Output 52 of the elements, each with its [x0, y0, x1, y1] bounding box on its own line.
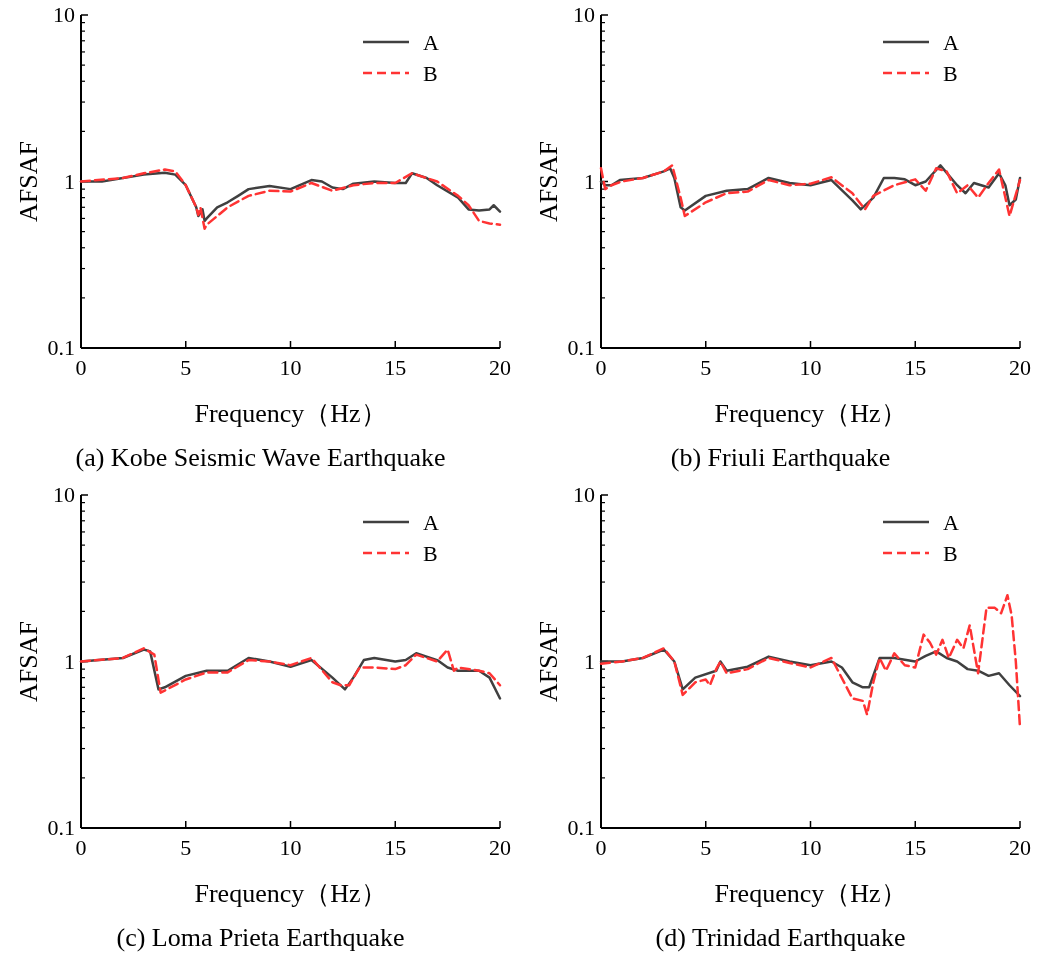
x-tick-label: 0	[595, 835, 607, 860]
legend-label: B	[423, 541, 438, 566]
y-tick-label: 0.1	[567, 815, 595, 840]
y-axis-title: AFSAF	[14, 141, 43, 222]
legend-label: A	[423, 30, 439, 55]
y-axis-title: AFSAF	[14, 621, 43, 702]
x-tick-label: 5	[700, 355, 712, 380]
legend-label: A	[423, 510, 439, 535]
x-tick-label: 10	[279, 835, 302, 860]
x-tick-label: 15	[384, 355, 407, 380]
x-tick-label: 20	[489, 835, 511, 860]
y-tick-label: 0.1	[47, 815, 75, 840]
y-tick-label: 10	[573, 2, 595, 27]
text: (b) Friuli Earthquake	[670, 443, 891, 472]
y-tick-label: 1	[584, 168, 595, 194]
legend-label: A	[943, 510, 959, 535]
y-tick-label: 10	[573, 482, 595, 507]
x-axis-title: Frequency（Hz）	[194, 399, 387, 428]
legend-label: A	[943, 30, 959, 55]
x-axis-title: Frequency（Hz）	[714, 399, 907, 428]
text: (a) Kobe Seismic Wave Earthquake	[75, 443, 446, 472]
x-tick-label: 5	[700, 835, 712, 860]
x-tick-label: 5	[180, 835, 192, 860]
x-tick-label: 10	[799, 835, 822, 860]
x-tick-label: 20	[1009, 355, 1031, 380]
x-tick-label: 15	[904, 835, 927, 860]
x-tick-label: 15	[384, 835, 407, 860]
y-tick-label: 1	[584, 648, 595, 674]
x-tick-label: 10	[799, 355, 822, 380]
x-tick-label: 20	[1009, 835, 1031, 860]
x-tick-label: 5	[180, 355, 192, 380]
y-tick-label: 0.1	[567, 335, 595, 360]
legend-label: B	[943, 541, 958, 566]
x-tick-label: 0	[75, 355, 87, 380]
y-tick-label: 10	[53, 2, 75, 27]
x-tick-label: 0	[595, 355, 607, 380]
x-tick-label: 0	[75, 835, 87, 860]
legend-label: B	[423, 61, 438, 86]
y-tick-label: 1	[64, 648, 75, 674]
y-axis-title: AFSAF	[534, 621, 563, 702]
text: (d) Trinidad Earthquake	[655, 923, 906, 952]
x-axis-title: Frequency（Hz）	[714, 879, 907, 908]
x-tick-label: 20	[489, 355, 511, 380]
y-tick-label: 0.1	[47, 335, 75, 360]
x-tick-label: 10	[279, 355, 302, 380]
x-axis-title: Frequency（Hz）	[194, 879, 387, 908]
legend-label: B	[943, 61, 958, 86]
y-axis-title: AFSAF	[534, 141, 563, 222]
y-tick-label: 10	[53, 482, 75, 507]
y-tick-label: 1	[64, 168, 75, 194]
x-tick-label: 15	[904, 355, 927, 380]
text: (c) Loma Prieta Earthquake	[116, 923, 405, 952]
